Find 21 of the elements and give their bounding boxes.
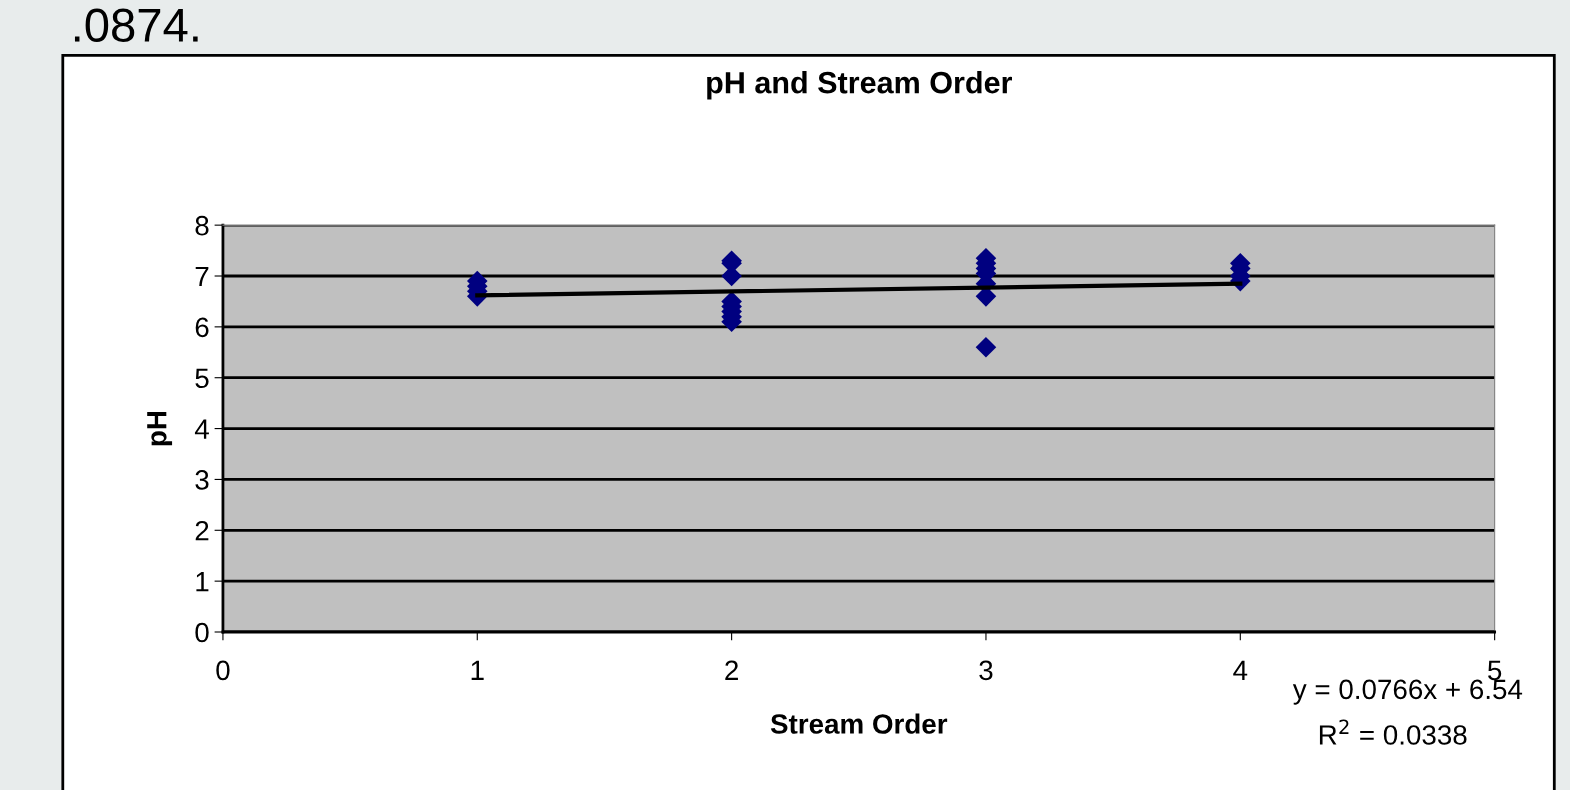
y-tick-label: 4 xyxy=(194,419,209,439)
text: y = 0.0766x + 6.54 xyxy=(1292,679,1523,705)
chart-title: pH and Stream Order xyxy=(707,71,1012,100)
x-tick-label: 4 xyxy=(1233,660,1248,680)
y-tick-label: 5 xyxy=(195,368,209,389)
y-tick-label: 6 xyxy=(195,317,209,338)
x-tick-label: 3 xyxy=(979,660,993,681)
y-axis-title: pH xyxy=(147,411,173,446)
y-tick-label: 3 xyxy=(195,470,209,490)
x-tick-label: 5 xyxy=(1488,660,1502,681)
text: .0874. xyxy=(74,8,198,43)
y-tick-label: 2 xyxy=(195,520,209,541)
y-tick-label: 1 xyxy=(196,572,209,592)
x-tick-label: 0 xyxy=(216,660,230,681)
x-tick-label: 1 xyxy=(471,660,484,680)
x-axis-title: Stream Order xyxy=(770,713,948,734)
y-tick-label: 7 xyxy=(195,266,209,287)
x-tick-label: 2 xyxy=(725,660,738,680)
y-tick-label: 0 xyxy=(195,622,209,643)
y-tick-label: 8 xyxy=(195,215,209,236)
text: R$^{2}$ = 0.0338 xyxy=(1319,719,1467,745)
